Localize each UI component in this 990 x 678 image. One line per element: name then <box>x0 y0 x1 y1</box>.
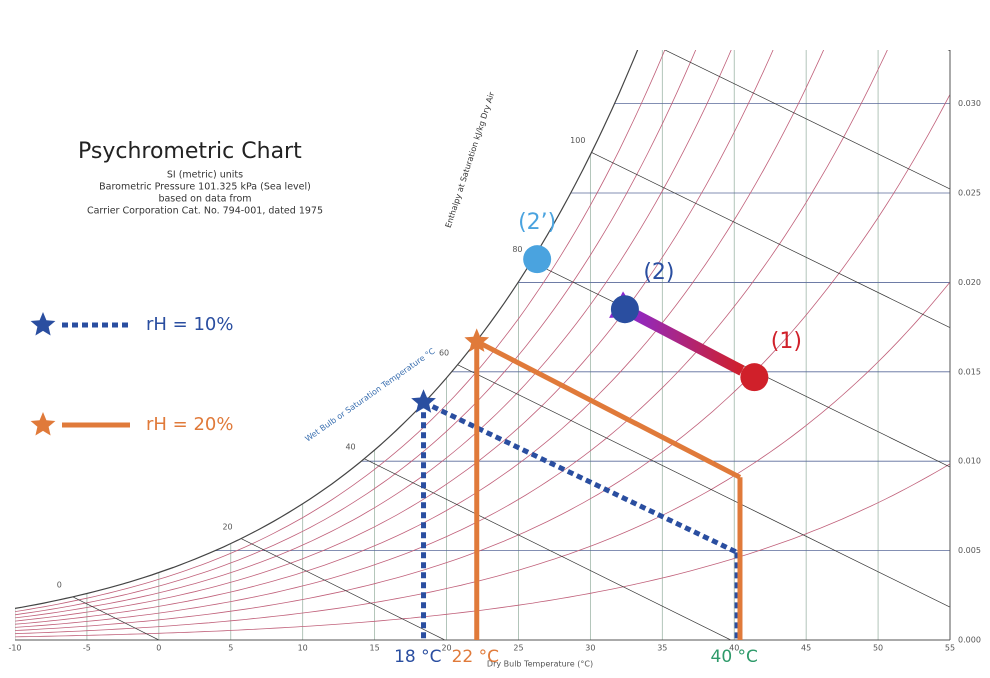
enthalpy-tick-label: 80 <box>512 245 522 254</box>
state-point <box>523 245 552 274</box>
enthalpy-line <box>591 152 950 329</box>
x-tick-label: 20 <box>441 644 451 653</box>
enthalpy-line <box>664 50 950 190</box>
series-star <box>411 389 436 413</box>
enthalpy-line <box>241 538 445 640</box>
enthalpy-tick-label: 20 <box>222 522 232 531</box>
subtitle: Carrier Corporation Cat. No. 794-001, da… <box>87 206 323 217</box>
x-tick-label: -10 <box>8 644 21 653</box>
legend-star <box>30 312 56 336</box>
chart-title: Psychrometric Chart <box>78 139 302 164</box>
x-tick-label: 40 <box>729 644 739 653</box>
rh-curve <box>15 50 666 612</box>
rh-curve <box>15 94 950 631</box>
legend-label: rH = 10% <box>146 314 233 335</box>
x-tick-label: 5 <box>228 644 233 653</box>
y-tick-label: 0.000 <box>958 636 981 645</box>
subtitle: based on data from <box>158 194 251 205</box>
x-tick-label: 30 <box>585 644 595 653</box>
rh-curve <box>15 50 888 628</box>
legend-star <box>30 412 56 436</box>
x-tick-label: -5 <box>83 644 91 653</box>
y-tick-label: 0.030 <box>958 99 981 108</box>
subtitle: Barometric Pressure 101.325 kPa (Sea lev… <box>99 182 311 193</box>
y-tick-label: 0.010 <box>958 457 981 466</box>
temperature-annotation: 40 °C <box>711 647 758 667</box>
rh-curve <box>15 463 950 638</box>
enthalpy-line <box>364 458 731 640</box>
state-point <box>610 295 639 324</box>
y-tick-label: 0.025 <box>958 189 981 198</box>
enthalpy-tick-label: 60 <box>439 348 449 357</box>
temperature-annotation: 22 °C <box>452 647 499 667</box>
rh-curve <box>15 50 732 619</box>
plot-area <box>15 50 950 640</box>
x-tick-label: 55 <box>945 644 955 653</box>
subtitle: SI (metric) units <box>167 170 243 181</box>
series-line <box>475 339 742 480</box>
y-tick-label: 0.005 <box>958 546 981 555</box>
enthalpy-tick-label: 0 <box>57 581 62 590</box>
y-tick-label: 0.020 <box>958 278 981 287</box>
point-label: (2) <box>643 260 674 285</box>
enthalpy-tick-label: 40 <box>345 442 355 451</box>
saturation-curve <box>15 50 639 609</box>
enthalpy-line <box>947 50 950 52</box>
x-tick-label: 45 <box>801 644 811 653</box>
rh-curve <box>15 281 950 635</box>
y-tick-label: 0.015 <box>958 367 981 376</box>
point-label: (1) <box>771 329 802 354</box>
x-tick-label: 15 <box>370 644 380 653</box>
x-tick-label: 10 <box>298 644 308 653</box>
enthalpy-tick-label: 100 <box>570 136 585 145</box>
series-star <box>464 328 490 352</box>
enthalpy-line <box>73 596 160 640</box>
x-tick-label: 50 <box>873 644 883 653</box>
enthalpy-line <box>531 261 950 468</box>
x-tick-label: 25 <box>513 644 523 653</box>
rh-curve <box>15 50 697 616</box>
x-tick-label: 35 <box>657 644 667 653</box>
wetbulb-label: Wet Bulb or Saturation Temperature °C <box>303 346 436 443</box>
series-line <box>422 399 739 555</box>
temperature-annotation: 18 °C <box>394 647 441 667</box>
point-label: (2’) <box>518 210 556 235</box>
process-arrow <box>622 304 745 376</box>
state-point <box>740 363 769 392</box>
enthalpy-line <box>457 364 950 608</box>
enthalpy-label: Enthalpy at Saturation kJ/kg Dry Air <box>444 90 497 229</box>
rh-curve <box>15 50 774 622</box>
legend-label: rH = 20% <box>146 414 233 435</box>
x-axis-label: Dry Bulb Temperature (°C) <box>487 660 593 669</box>
rh-curve <box>15 50 825 625</box>
x-tick-label: 0 <box>156 644 161 653</box>
